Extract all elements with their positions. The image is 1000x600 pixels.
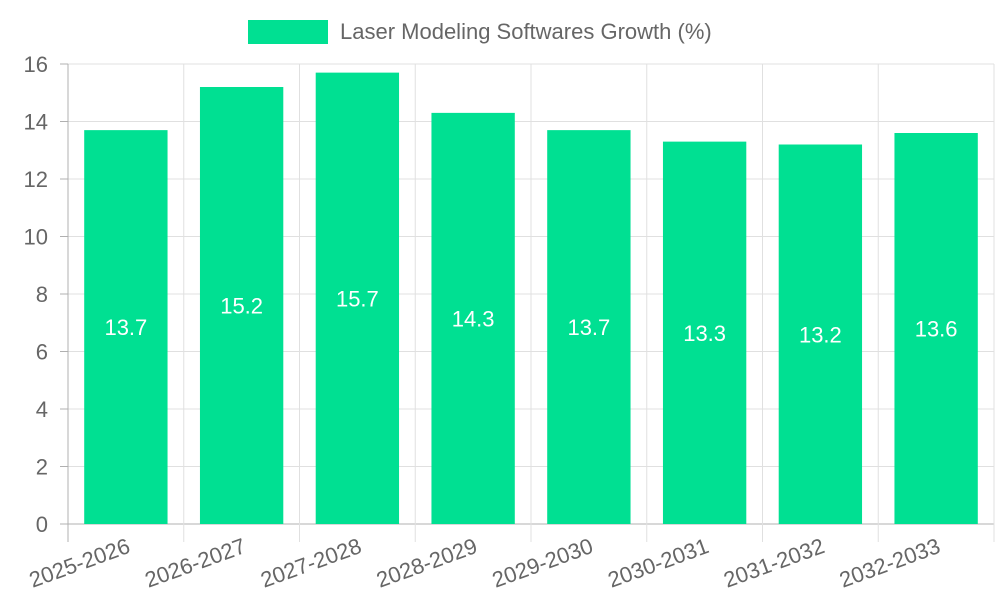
bar-value-label: 13.2 [799,322,842,347]
x-tick-label: 2028-2029 [373,533,480,592]
y-tick-label: 0 [36,512,48,537]
data-labels: 13.7 15.2 15.7 14.3 13.7 13.3 13.2 13.6 [104,286,957,347]
bar[interactable] [84,130,168,524]
bar-value-label: 13.6 [915,317,958,342]
chart-legend[interactable]: Laser Modeling Softwares Growth (%) [248,19,712,44]
y-tick-label: 12 [24,167,48,192]
bar-value-label: 13.7 [567,315,610,340]
y-tick-label: 8 [36,282,48,307]
x-tick-label: 2031-2032 [720,533,827,592]
y-axis-ticks: 0 2 4 6 8 10 12 14 16 [24,52,48,537]
bar[interactable] [894,133,978,524]
x-tick-label: 2027-2028 [257,533,364,592]
bar-value-label: 13.3 [683,321,726,346]
y-tick-label: 10 [24,225,48,250]
legend-swatch [248,20,328,44]
y-tick-label: 6 [36,340,48,365]
legend-label: Laser Modeling Softwares Growth (%) [340,19,712,44]
x-tick-label: 2029-2030 [489,533,596,592]
x-tick-label: 2030-2031 [605,533,712,592]
bar[interactable] [431,112,515,524]
y-tick-label: 14 [24,110,48,135]
bar[interactable] [199,87,284,524]
bar-value-label: 15.7 [336,286,379,311]
bar-value-label: 13.7 [104,315,147,340]
bar-value-label: 14.3 [452,306,495,331]
x-tick-label: 2025-2026 [26,533,133,592]
x-tick-label: 2032-2033 [836,533,943,592]
bar[interactable] [315,72,400,524]
bar[interactable] [778,144,863,525]
bar-value-label: 15.2 [220,294,263,319]
bar[interactable] [662,141,747,524]
y-tick-label: 16 [24,52,48,77]
x-axis-ticks: 2025-2026 2026-2027 2027-2028 2028-2029 2029… [26,533,944,592]
bars [84,72,978,525]
bar[interactable] [547,130,631,524]
x-tick-label: 2026-2027 [142,533,249,592]
y-tick-label: 4 [36,397,48,422]
y-tick-label: 2 [36,455,48,480]
